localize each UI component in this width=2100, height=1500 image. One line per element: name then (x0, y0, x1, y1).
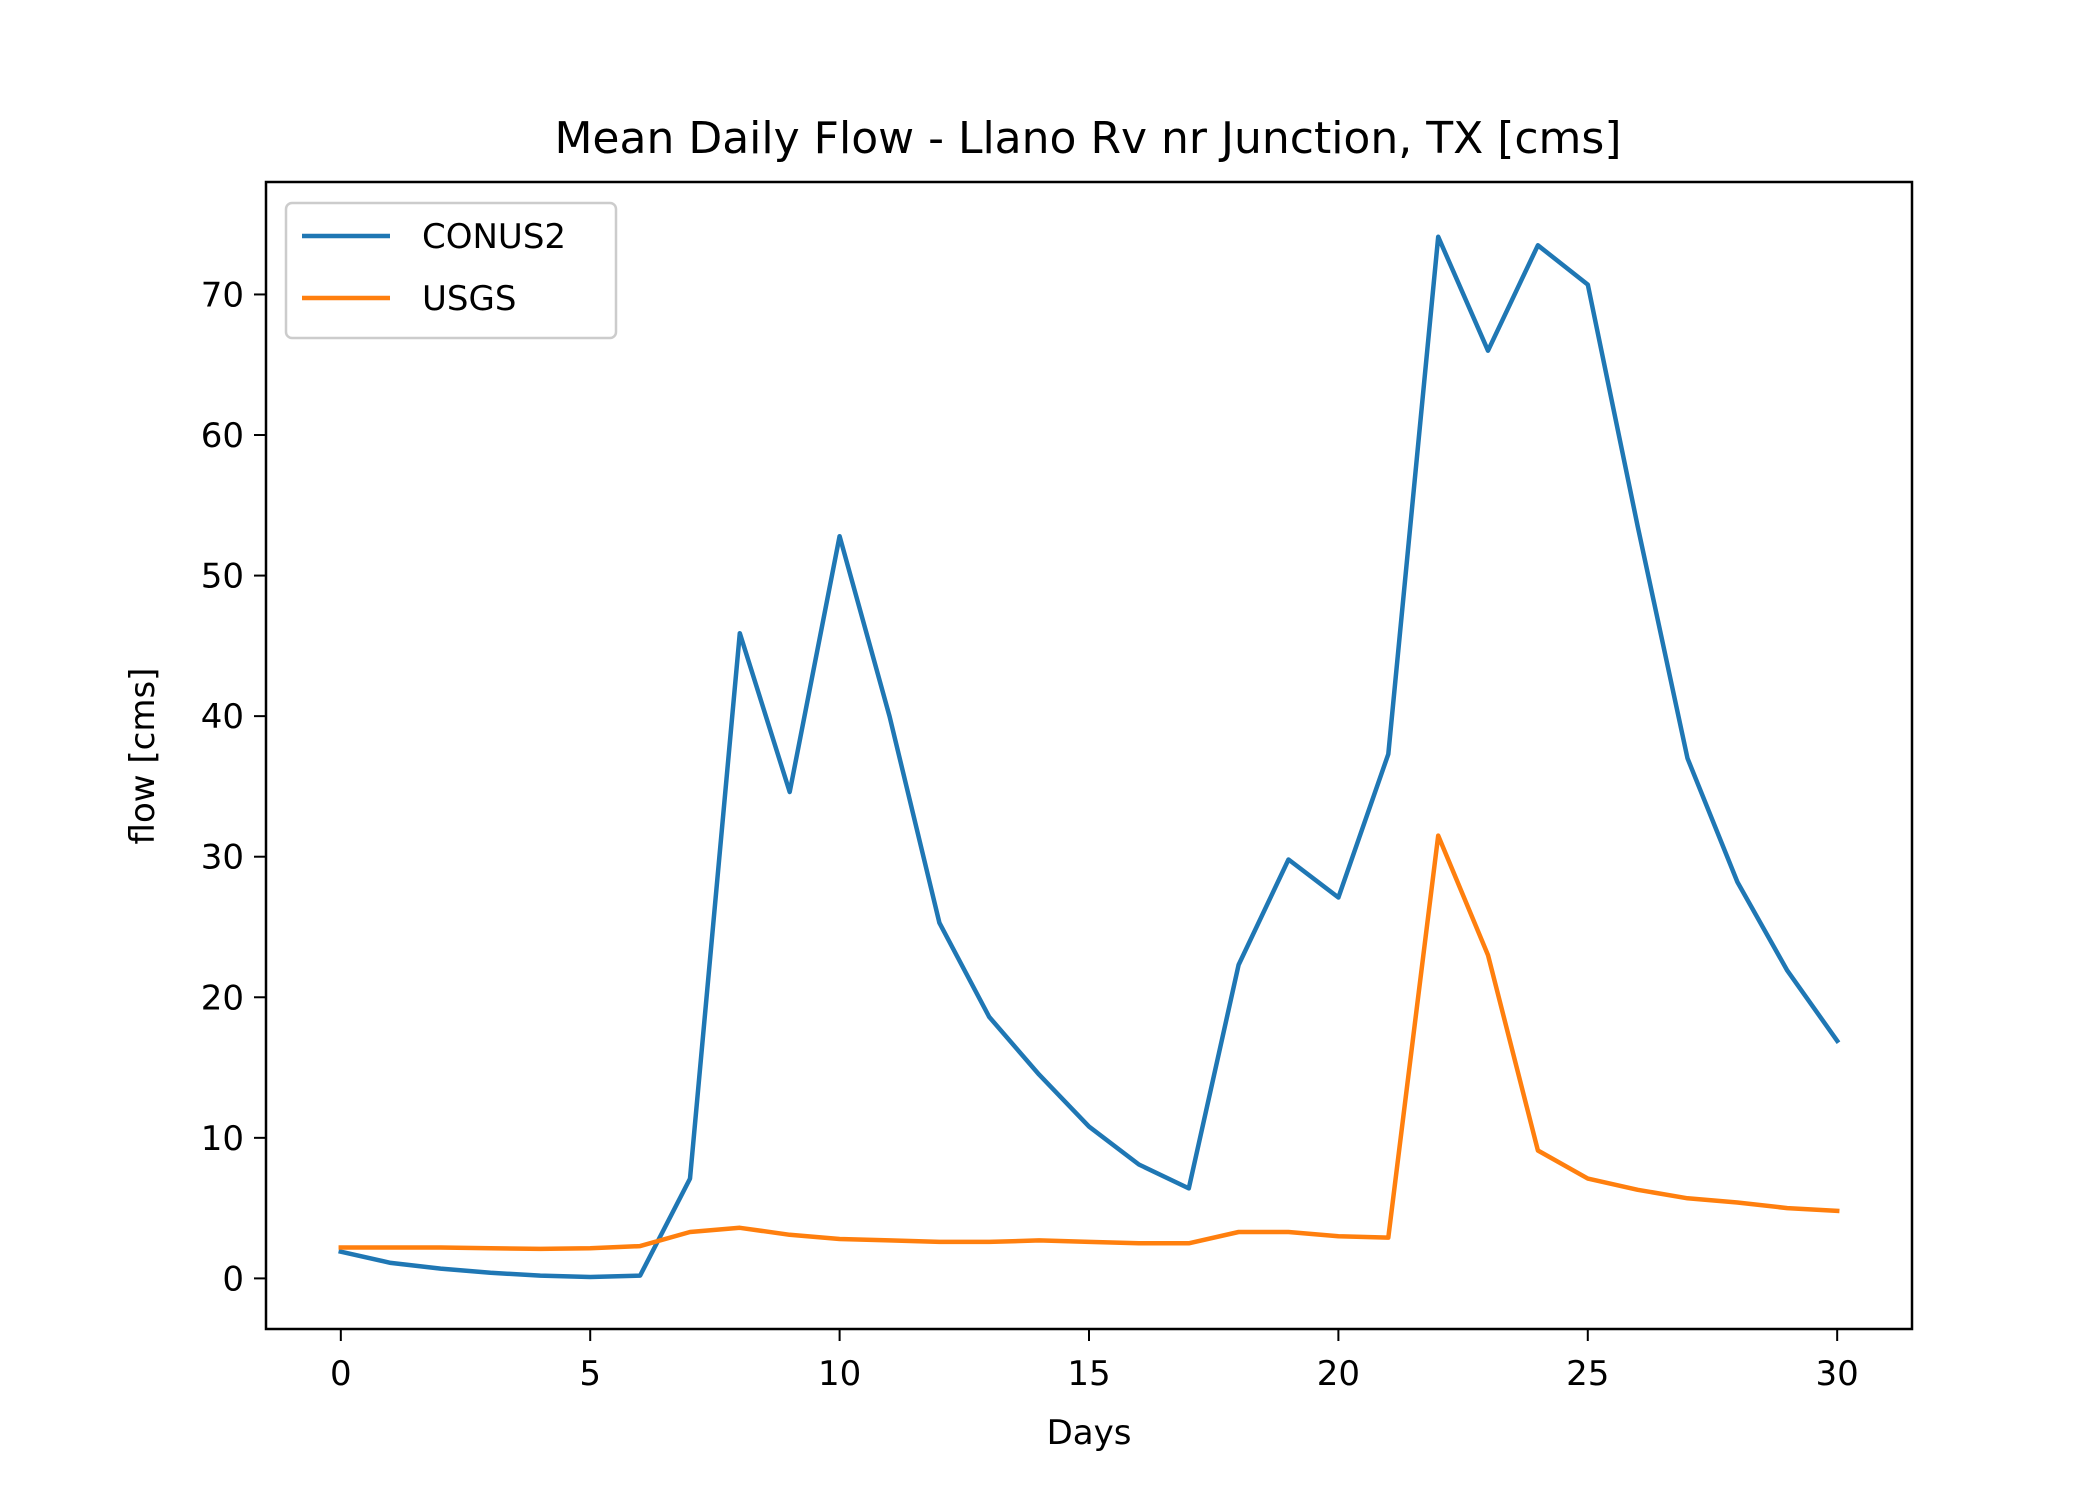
y-axis: 0 10 20 30 40 50 60 70 (201, 275, 266, 1299)
y-tick-label: 70 (201, 275, 244, 315)
y-tick-label: 10 (201, 1119, 244, 1159)
y-axis-label: flow [cms] (123, 668, 163, 845)
legend-label-usgs: USGS (422, 279, 516, 319)
x-tick-label: 5 (579, 1354, 601, 1394)
x-tick-label: 15 (1067, 1354, 1110, 1394)
legend-label-conus2: CONUS2 (422, 217, 566, 257)
series-line-conus2 (338, 234, 1841, 1280)
x-tick-label: 10 (818, 1354, 861, 1394)
y-tick-label: 40 (201, 697, 244, 737)
y-tick-label: 20 (201, 978, 244, 1018)
x-tick-label: 25 (1566, 1354, 1609, 1394)
y-tick-label: 50 (201, 557, 244, 597)
x-tick-label: 0 (330, 1354, 352, 1394)
series-line-usgs (338, 833, 1840, 1252)
x-axis-label: Days (1047, 1413, 1132, 1453)
x-axis: 0 5 10 15 20 25 30 (330, 1329, 1859, 1394)
y-tick-label: 0 (222, 1259, 244, 1299)
chart-title: Mean Daily Flow - Llano Rv nr Junction, … (554, 113, 1621, 164)
x-tick-label: 30 (1816, 1354, 1859, 1394)
y-tick-label: 30 (201, 838, 244, 878)
y-tick-label: 60 (201, 416, 244, 456)
plot-area (338, 234, 1841, 1280)
legend: CONUS2 USGS (284, 201, 618, 340)
x-tick-label: 20 (1317, 1354, 1360, 1394)
